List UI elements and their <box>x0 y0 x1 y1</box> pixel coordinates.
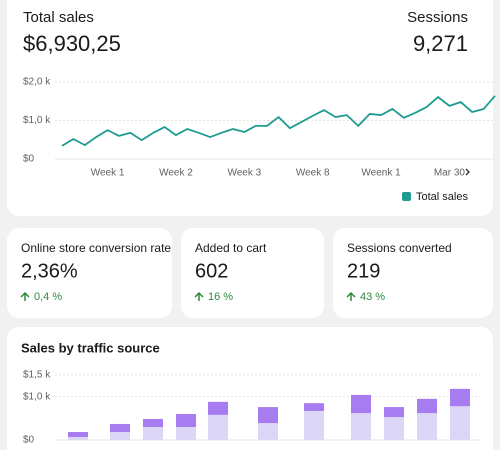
x-tick-label: Week 1 <box>91 168 125 179</box>
up-arrow <box>346 291 356 301</box>
chart-title: Sales by traffic source <box>21 340 160 355</box>
bar-segment <box>351 394 371 414</box>
sessions-label: Sessions <box>407 9 468 26</box>
traffic-card <box>7 327 493 450</box>
bar-segment <box>450 388 470 407</box>
metric-change: 0,4 % <box>34 291 62 303</box>
legend-label: Total sales <box>416 191 468 203</box>
bar-segment <box>110 423 130 432</box>
sales-line <box>61 95 496 147</box>
metric-change: 16 % <box>208 291 233 303</box>
metric-label: Online store conversion rate <box>21 241 171 255</box>
y-tick-label: $1,0 k <box>23 391 51 402</box>
metric-value: 602 <box>195 260 228 282</box>
y-tick-label: $0 <box>23 435 35 446</box>
bar-segment <box>304 410 324 440</box>
bar-segment <box>68 431 88 437</box>
bar-segment <box>208 414 228 440</box>
legend-swatch <box>402 192 411 201</box>
metric-value: 219 <box>347 260 380 282</box>
metric-card[interactable] <box>7 228 172 318</box>
chevron[interactable] <box>465 168 470 176</box>
bar-segment <box>68 436 88 440</box>
sessions-value: 9,271 <box>413 31 468 56</box>
bar-segment <box>417 413 437 440</box>
bar-segment <box>417 398 437 414</box>
bar-segment <box>110 431 130 440</box>
sales-card <box>7 0 493 216</box>
bar-segment <box>258 407 278 424</box>
bar-segment <box>450 406 470 440</box>
metric-label: Sessions converted <box>347 241 452 255</box>
sales-label: Total sales <box>23 9 94 26</box>
bar-segment <box>384 407 404 418</box>
x-tick-label: Week 2 <box>159 168 193 179</box>
up-arrow <box>20 291 30 301</box>
bar-segment <box>208 401 228 415</box>
y-tick-label: $1,0 k <box>23 115 51 126</box>
y-tick-label: $1,5 k <box>23 370 51 381</box>
x-tick-label: Weenk 1 <box>361 168 401 179</box>
metric-card[interactable] <box>181 228 324 318</box>
x-tick-label: Mar 30 <box>434 168 466 179</box>
bar-segment <box>176 414 196 427</box>
metric-change: 43 % <box>360 291 385 303</box>
sales-value: $6,930,25 <box>23 31 121 56</box>
bar-segment <box>351 413 371 440</box>
x-tick-label: Week 3 <box>227 168 261 179</box>
bar-segment <box>143 418 163 427</box>
y-tick-label: $2,0 k <box>23 77 51 88</box>
y-tick-label: $0 <box>23 154 35 165</box>
bar-segment <box>176 427 196 440</box>
bar-segment <box>384 417 404 440</box>
metric-card[interactable] <box>333 228 493 318</box>
x-tick-label: Week 8 <box>296 168 330 179</box>
metric-label: Added to cart <box>195 241 267 255</box>
up-arrow <box>194 291 204 301</box>
metric-value: 2,36% <box>21 260 78 282</box>
bar-segment <box>143 427 163 440</box>
bar-segment <box>304 403 324 411</box>
bar-segment <box>258 423 278 440</box>
